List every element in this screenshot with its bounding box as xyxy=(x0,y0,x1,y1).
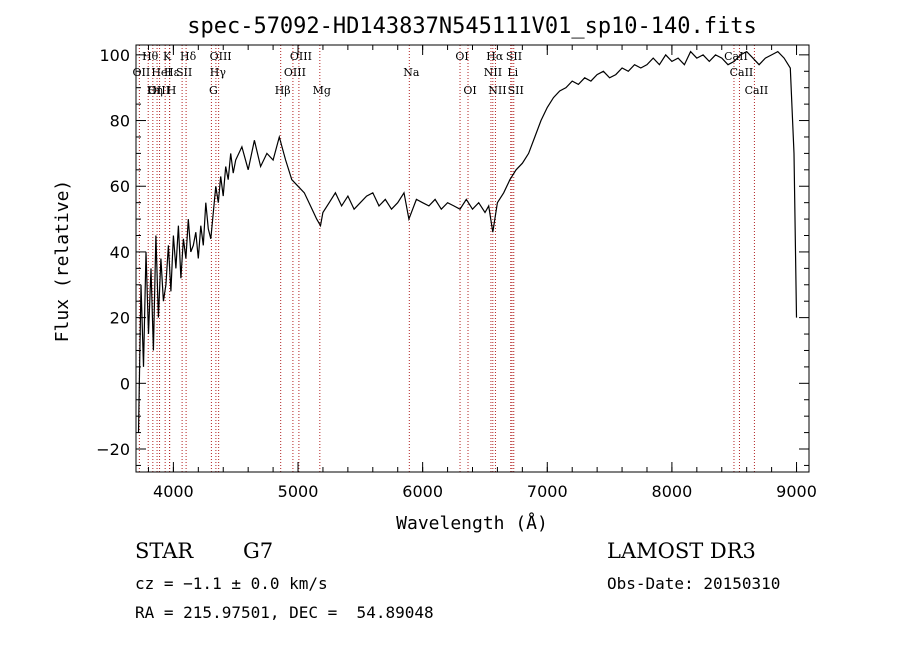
x-tick-label: 5000 xyxy=(278,482,319,501)
line-marker-label: OI xyxy=(455,50,468,63)
line-marker-label: Hα xyxy=(486,50,504,63)
line-marker-label: SII xyxy=(506,50,522,63)
line-marker-label: HeI xyxy=(151,66,171,79)
line-marker-label: NII xyxy=(488,84,506,97)
plot-frame xyxy=(135,44,810,473)
y-tick-label: 20 xyxy=(110,309,130,328)
line-marker-label: Hβ xyxy=(275,84,291,97)
line-marker-label: OIII xyxy=(290,50,312,63)
x-tick-label: 6000 xyxy=(402,482,443,501)
survey-label: LAMOST DR3 xyxy=(607,539,756,563)
line-marker-label: Li xyxy=(507,66,518,79)
observation-date: Obs-Date: 20150310 xyxy=(607,574,781,593)
line-marker-label: NII xyxy=(484,66,502,79)
line-marker-label: Hε xyxy=(164,66,180,79)
line-marker-label: Hδ xyxy=(180,50,197,63)
line-marker-label: Mg xyxy=(313,84,331,97)
spectral-subclass: G7 xyxy=(243,539,274,563)
line-marker-label: CaII xyxy=(745,84,769,97)
y-tick-label: 60 xyxy=(110,177,130,196)
line-marker-label: H xyxy=(167,84,177,97)
line-marker-label: OIII xyxy=(210,50,232,63)
line-marker-label: OII xyxy=(133,66,151,79)
x-tick-label: 8000 xyxy=(652,482,693,501)
line-marker-label: OIII xyxy=(148,84,170,97)
x-tick-label: 9000 xyxy=(776,482,817,501)
line-marker-label: OI xyxy=(463,84,476,97)
x-tick-label: 7000 xyxy=(527,482,568,501)
line-marker-label: G xyxy=(209,84,218,97)
spectrum-line xyxy=(137,50,798,433)
line-marker-label: Hθ xyxy=(142,50,159,63)
line-marker-label: Hγ xyxy=(210,66,227,79)
y-tick-label: 0 xyxy=(120,374,130,393)
redshift-text: cz = −1.1 ± 0.0 km/s xyxy=(135,574,328,593)
y-tick-label: 80 xyxy=(110,112,130,131)
line-marker-label: K xyxy=(163,50,172,63)
chart-title: spec-57092-HD143837N545111V01_sp10-140.f… xyxy=(187,14,757,39)
object-class: STAR xyxy=(135,539,194,563)
y-tick-label: −20 xyxy=(96,440,130,459)
line-marker-label: Hη xyxy=(147,84,163,97)
coordinates-text: RA = 215.97501, DEC = 54.89048 xyxy=(135,603,434,622)
x-axis-label: Wavelength (Å) xyxy=(396,512,548,534)
y-tick-label: 100 xyxy=(99,46,130,65)
line-marker-label: CaII xyxy=(730,66,754,79)
line-marker-label: SII xyxy=(176,66,192,79)
y-tick-label: 40 xyxy=(110,243,130,262)
y-axis-label: Flux (relative) xyxy=(52,180,73,343)
x-tick-label: 4000 xyxy=(153,482,194,501)
line-marker-label: OIII xyxy=(284,66,306,79)
line-marker-label: Na xyxy=(403,66,420,79)
line-marker-label: SII xyxy=(508,84,524,97)
line-marker-label: CaII xyxy=(724,50,748,63)
